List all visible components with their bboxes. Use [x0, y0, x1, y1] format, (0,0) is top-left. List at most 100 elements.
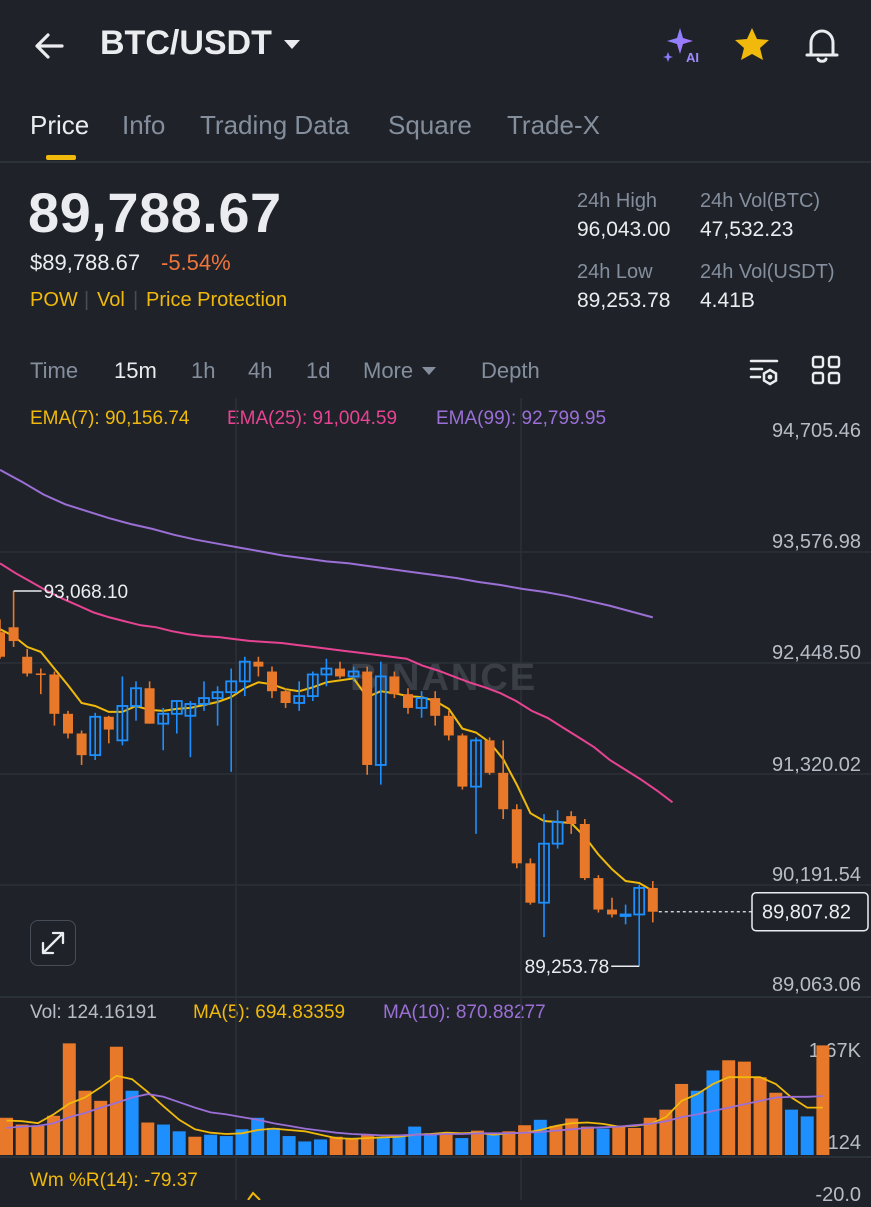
candle-body [225, 680, 238, 694]
volume-bar [78, 1090, 92, 1155]
volume-bar [109, 1046, 123, 1155]
price-axis-label: 90,191.54 [772, 864, 861, 886]
current-price-label: 89,807.82 [762, 902, 851, 924]
tag-separator: | [84, 289, 90, 311]
candle-body [253, 661, 264, 667]
pair-title: BTC/USDT [100, 24, 272, 62]
volume-bar [204, 1134, 218, 1155]
indicator-settings-button[interactable] [748, 354, 782, 388]
tag-separator: | [133, 289, 139, 311]
volume-bar [31, 1125, 45, 1155]
tab-trading-data[interactable]: Trading Data [200, 110, 350, 140]
tag-vol[interactable]: Vol [97, 289, 125, 311]
candle-body [211, 691, 224, 699]
ai-label: AI [686, 50, 699, 65]
pair-selector[interactable]: BTC/USDT [100, 24, 304, 63]
timeframe-depth[interactable]: Depth [481, 358, 540, 383]
timeframe-1h[interactable]: 1h [191, 358, 216, 383]
timeframe-time[interactable]: Time [30, 358, 79, 383]
volume-bar [706, 1070, 720, 1155]
volume-bar [47, 1115, 61, 1155]
timeframe-15m[interactable]: 15m [114, 358, 157, 383]
ema-line [0, 469, 654, 619]
change-percent: -5.54% [161, 250, 231, 275]
candle-body [0, 632, 5, 657]
ema-line [0, 562, 674, 804]
candle-body [130, 687, 142, 707]
volume-bar [455, 1138, 469, 1155]
layout-grid-button[interactable] [810, 354, 842, 386]
candle-body [89, 715, 102, 757]
expand-icon [41, 931, 65, 955]
volume-bar [785, 1109, 798, 1155]
price-axis-label: 94,705.46 [772, 420, 861, 442]
volume-bar [94, 1100, 108, 1155]
volume-bar [219, 1136, 233, 1155]
candle-body [335, 668, 345, 677]
volume-bar [643, 1117, 657, 1155]
candle-body [566, 816, 577, 824]
candle-body [238, 660, 251, 683]
vol-btc-label: 24h Vol(BTC) [700, 190, 821, 212]
volume-bar [628, 1127, 641, 1155]
dropdown-caret-icon [283, 39, 300, 49]
volume-bar [0, 1117, 13, 1155]
tab-square[interactable]: Square [388, 110, 472, 140]
volume-bar [423, 1133, 437, 1155]
candle-body [498, 772, 509, 810]
usd-price: $89,788.67 [30, 250, 141, 275]
current-price-box [751, 891, 869, 932]
volume-bar [486, 1134, 500, 1155]
price-chart[interactable]: BINANCE 93,068.10 89,253.78 89,807.82 [0, 398, 871, 1200]
price-axis-label: 91,320.02 [772, 754, 861, 776]
high-value: 96,043.00 [577, 218, 671, 241]
timeframe-1d[interactable]: 1d [306, 358, 331, 383]
tab-trade-x[interactable]: Trade-X [507, 110, 600, 140]
candle-body [35, 673, 46, 675]
candle-body [8, 627, 19, 642]
volume-bars [0, 1043, 830, 1155]
candle-body [389, 676, 400, 695]
chevron-down-icon [422, 367, 437, 375]
chart-gridlines [0, 398, 871, 1200]
tab-info[interactable]: Info [122, 110, 166, 140]
volume-bar [376, 1137, 390, 1155]
volume-bar [251, 1117, 265, 1155]
volume-bar [580, 1126, 594, 1155]
candle-body [280, 691, 291, 704]
volume-bar [612, 1125, 626, 1155]
volume-bar [172, 1131, 186, 1155]
volume-bar [439, 1132, 453, 1155]
tab-price[interactable]: Price [30, 110, 90, 140]
ai-button[interactable]: AI [662, 24, 704, 66]
tabs-divider [0, 161, 871, 163]
volume-bar [15, 1124, 29, 1155]
candle-body [551, 821, 564, 845]
volume-bar [157, 1124, 170, 1155]
volume-bar [408, 1126, 422, 1155]
volume-bar [596, 1128, 610, 1155]
candle-body [593, 878, 604, 910]
timeframe-more[interactable]: More [363, 358, 439, 384]
williams-r-line [247, 1191, 261, 1200]
active-tab-indicator [46, 155, 76, 160]
ema25-legend: EMA(25): 91,004.59 [227, 408, 398, 429]
back-button[interactable] [30, 26, 70, 66]
price-axis-label: 92,448.50 [772, 642, 861, 664]
volume-bar [62, 1043, 76, 1155]
alerts-button[interactable] [803, 25, 841, 65]
high-label: 24h High [577, 190, 658, 212]
favorite-button[interactable] [733, 26, 771, 64]
tag-price-protection[interactable]: Price Protection [146, 289, 288, 311]
fullscreen-button[interactable] [30, 920, 76, 966]
tag-pow[interactable]: POW [30, 289, 78, 311]
volume-bar [675, 1083, 689, 1155]
candle-body [49, 674, 60, 714]
candle-body [403, 694, 413, 708]
candle-body [538, 842, 550, 904]
timeframe-4h[interactable]: 4h [248, 358, 273, 383]
candle-body [457, 735, 468, 787]
price-axis-label: 89,063.06 [772, 974, 861, 996]
volume-bar [533, 1119, 547, 1155]
candle-body [470, 739, 482, 788]
